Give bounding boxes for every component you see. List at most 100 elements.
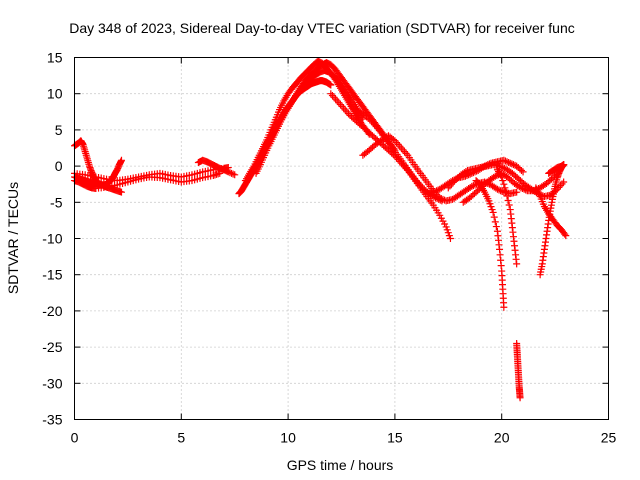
y-tick-label: -10 [42, 231, 62, 247]
data-point [468, 182, 476, 190]
data-point [516, 394, 524, 402]
data-point [344, 110, 352, 118]
data-point [433, 187, 441, 195]
data-point [389, 135, 397, 143]
y-tick-label: -5 [50, 194, 63, 210]
data-point [500, 180, 508, 188]
chart-title: Day 348 of 2023, Sidereal Day-to-day VTE… [69, 20, 575, 36]
data-marks [71, 57, 570, 402]
data-point [501, 157, 509, 165]
series-trace-5 [194, 156, 239, 179]
data-point [509, 161, 517, 169]
data-point [227, 169, 235, 177]
series-trace-17 [493, 166, 521, 268]
data-point [491, 172, 499, 180]
data-point [489, 208, 497, 216]
data-point [502, 187, 510, 195]
y-tick-label: -35 [42, 412, 62, 428]
series-trace-2 [71, 137, 125, 196]
data-point [498, 173, 506, 181]
data-point [520, 185, 528, 193]
data-point [437, 195, 445, 203]
data-point [491, 218, 499, 226]
data-point [517, 184, 525, 192]
series-trace-15 [459, 161, 568, 206]
x-tick-label: 15 [387, 430, 403, 446]
data-point [503, 158, 511, 166]
data-point [522, 186, 530, 194]
data-point [224, 168, 232, 176]
data-point [328, 92, 336, 100]
data-point [117, 188, 125, 196]
grid [74, 57, 609, 420]
data-point [519, 168, 527, 176]
data-point [497, 163, 505, 171]
y-axis-label: SDTVAR / TECUs [5, 182, 21, 294]
data-point [429, 188, 437, 196]
data-point [348, 104, 356, 112]
data-point [393, 139, 401, 147]
data-point [327, 81, 335, 89]
data-point [397, 144, 405, 152]
data-point [338, 102, 346, 110]
data-point [504, 196, 512, 204]
data-point [439, 195, 447, 203]
data-point [517, 166, 525, 174]
data-point [343, 108, 351, 116]
data-point [560, 161, 568, 169]
series-trace-21 [545, 161, 568, 177]
data-point [350, 105, 358, 113]
data-point [506, 159, 514, 167]
data-point [496, 162, 504, 170]
axis-ticks [74, 57, 609, 420]
data-point [513, 188, 521, 196]
series-trace-16 [472, 177, 508, 311]
data-point [499, 164, 507, 172]
data-point [366, 116, 374, 124]
x-tick-label: 10 [280, 430, 296, 446]
data-point [513, 260, 521, 268]
data-point [117, 156, 125, 164]
y-tick-label: 0 [55, 158, 63, 174]
data-point [558, 180, 566, 188]
data-point [335, 99, 343, 107]
data-point [519, 185, 527, 193]
data-point [495, 186, 503, 194]
data-point [556, 182, 564, 190]
y-tick-label: 15 [47, 50, 63, 66]
data-point [436, 194, 444, 202]
data-point [341, 106, 349, 114]
data-point [503, 192, 511, 200]
y-tick-label: 10 [47, 86, 63, 102]
data-point [469, 182, 477, 190]
y-tick-label: -15 [42, 267, 62, 283]
y-tick-label: -25 [42, 339, 62, 355]
data-point [336, 101, 344, 109]
y-tick-label: 5 [55, 122, 63, 138]
data-point [401, 148, 409, 156]
y-tick-label: -20 [42, 303, 62, 319]
series-trace-18 [513, 339, 524, 402]
data-point [351, 106, 359, 114]
data-point [229, 170, 237, 178]
tick-labels: 0 5 10 15 20 25 15 10 5 0 -5 -10 -15 -20 -25 -30 -35 [42, 50, 616, 446]
data-point [490, 213, 498, 221]
data-point [333, 97, 341, 105]
data-point [332, 95, 340, 103]
x-tick-label: 25 [601, 430, 617, 446]
data-point [560, 178, 568, 186]
data-point [226, 169, 234, 177]
data-point [493, 185, 501, 193]
data-point [399, 146, 407, 154]
x-tick-label: 20 [494, 430, 510, 446]
data-point [561, 230, 569, 238]
data-point [402, 149, 410, 157]
data-point [431, 187, 439, 195]
data-point [327, 90, 335, 98]
data-point [497, 187, 505, 195]
data-point [508, 160, 516, 168]
data-point [500, 303, 508, 311]
data-point [330, 93, 338, 101]
data-point [500, 156, 508, 164]
